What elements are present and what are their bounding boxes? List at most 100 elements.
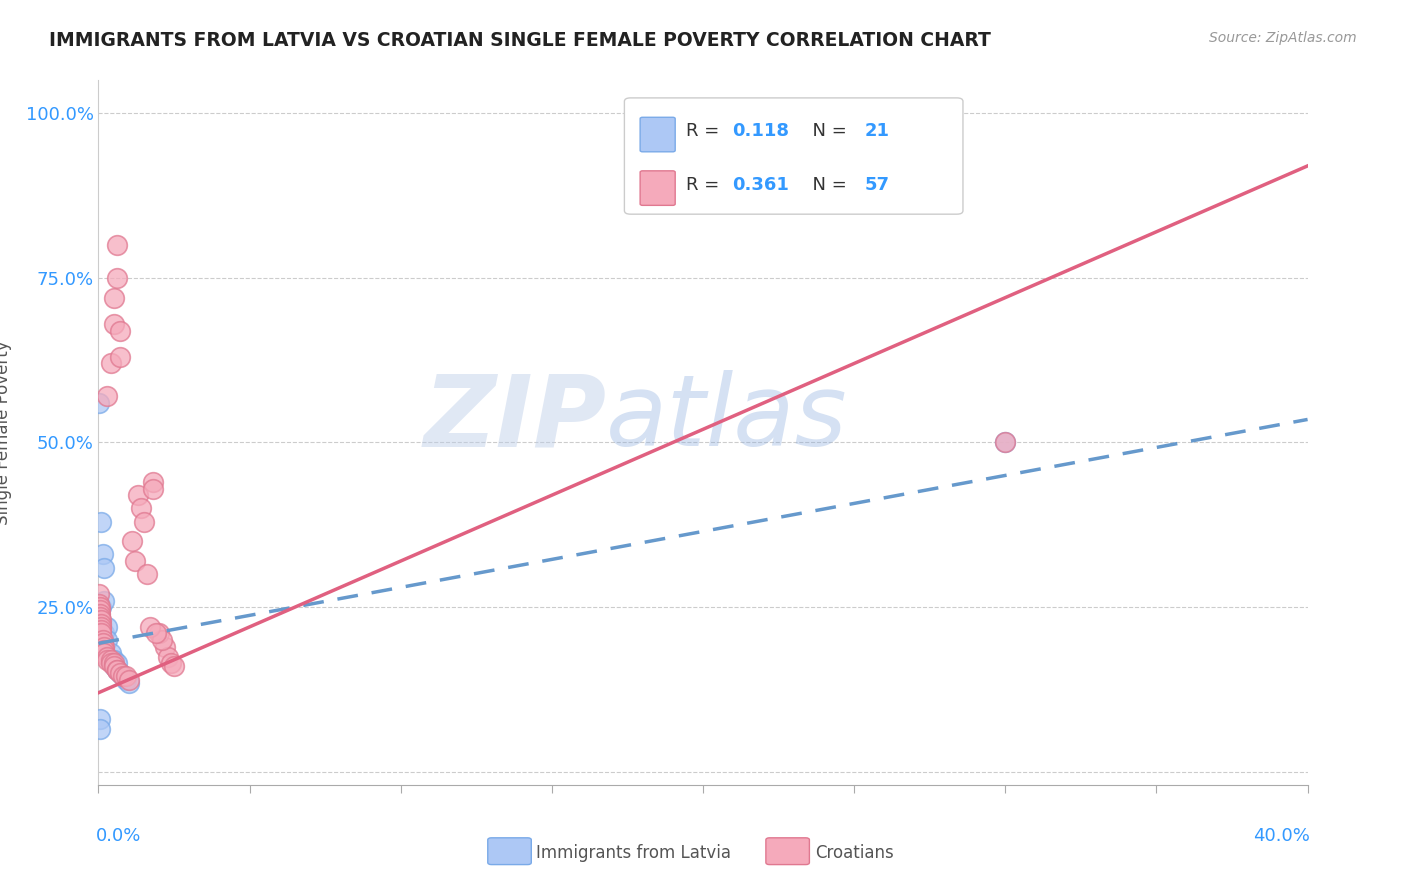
Text: atlas: atlas — [606, 370, 848, 467]
Point — [90, 600, 112, 615]
Point — [100, 653, 122, 667]
Point — [127, 488, 149, 502]
Point — [91, 633, 114, 648]
FancyBboxPatch shape — [488, 838, 531, 864]
Point — [91, 636, 114, 650]
Point — [994, 435, 1017, 450]
Point — [145, 626, 167, 640]
Point — [96, 653, 118, 667]
Point — [96, 389, 118, 403]
Point — [108, 324, 131, 338]
Point — [89, 396, 111, 410]
Point — [90, 623, 112, 637]
FancyBboxPatch shape — [640, 117, 675, 152]
Point — [153, 640, 176, 654]
Point — [118, 676, 141, 690]
Point — [129, 501, 152, 516]
Y-axis label: Single Female Poverty: Single Female Poverty — [0, 341, 11, 524]
Point — [105, 270, 128, 285]
Point — [96, 620, 118, 634]
Point — [90, 613, 112, 627]
Point — [96, 649, 118, 664]
Point — [90, 616, 112, 631]
Point — [148, 626, 170, 640]
Point — [103, 291, 125, 305]
Point — [142, 482, 165, 496]
Point — [89, 597, 111, 611]
Point — [90, 626, 112, 640]
Text: 0.361: 0.361 — [733, 176, 789, 194]
Point — [103, 659, 125, 673]
Point — [89, 607, 111, 621]
Point — [994, 435, 1017, 450]
Point — [111, 669, 134, 683]
Point — [100, 656, 122, 670]
Text: R =: R = — [686, 122, 725, 140]
Text: 0.118: 0.118 — [733, 122, 789, 140]
Point — [105, 663, 128, 677]
Point — [93, 626, 115, 640]
Point — [132, 515, 155, 529]
Text: 0.0%: 0.0% — [96, 827, 142, 846]
Text: ZIP: ZIP — [423, 370, 606, 467]
Point — [93, 643, 115, 657]
FancyBboxPatch shape — [624, 98, 963, 214]
Point — [89, 610, 111, 624]
Point — [163, 659, 186, 673]
Point — [118, 673, 141, 687]
Text: Source: ZipAtlas.com: Source: ZipAtlas.com — [1209, 31, 1357, 45]
Point — [124, 554, 146, 568]
Point — [91, 548, 114, 562]
Point — [103, 653, 125, 667]
Text: N =: N = — [801, 122, 852, 140]
Text: 57: 57 — [865, 176, 890, 194]
Text: Croatians: Croatians — [815, 844, 894, 862]
Point — [93, 646, 115, 660]
Point — [89, 722, 111, 736]
Point — [156, 649, 179, 664]
Point — [160, 656, 183, 670]
Point — [103, 317, 125, 331]
Point — [93, 593, 115, 607]
Point — [114, 669, 136, 683]
Text: N =: N = — [801, 176, 852, 194]
Point — [100, 646, 122, 660]
Point — [87, 600, 110, 615]
Point — [135, 567, 157, 582]
Point — [142, 475, 165, 489]
Point — [105, 663, 128, 677]
Point — [114, 673, 136, 687]
Point — [89, 613, 111, 627]
Point — [103, 659, 125, 673]
FancyBboxPatch shape — [766, 838, 810, 864]
Text: 21: 21 — [865, 122, 890, 140]
Point — [96, 633, 118, 648]
Point — [121, 534, 143, 549]
Point — [150, 633, 173, 648]
Point — [90, 515, 112, 529]
Point — [108, 665, 131, 680]
Point — [89, 603, 111, 617]
Point — [103, 656, 125, 670]
Point — [90, 620, 112, 634]
Text: 40.0%: 40.0% — [1253, 827, 1310, 846]
Text: R =: R = — [686, 176, 725, 194]
Point — [100, 356, 122, 370]
Point — [108, 665, 131, 680]
Point — [89, 712, 111, 726]
Point — [87, 587, 110, 601]
Point — [89, 610, 111, 624]
FancyBboxPatch shape — [640, 171, 675, 205]
Point — [89, 607, 111, 621]
Text: Immigrants from Latvia: Immigrants from Latvia — [536, 844, 731, 862]
Point — [89, 600, 111, 615]
Point — [93, 560, 115, 574]
Point — [111, 669, 134, 683]
Point — [105, 663, 128, 677]
Point — [105, 238, 128, 252]
Text: IMMIGRANTS FROM LATVIA VS CROATIAN SINGLE FEMALE POVERTY CORRELATION CHART: IMMIGRANTS FROM LATVIA VS CROATIAN SINGL… — [49, 31, 991, 50]
Point — [108, 350, 131, 364]
Point — [139, 620, 162, 634]
Point — [93, 640, 115, 654]
Point — [105, 656, 128, 670]
